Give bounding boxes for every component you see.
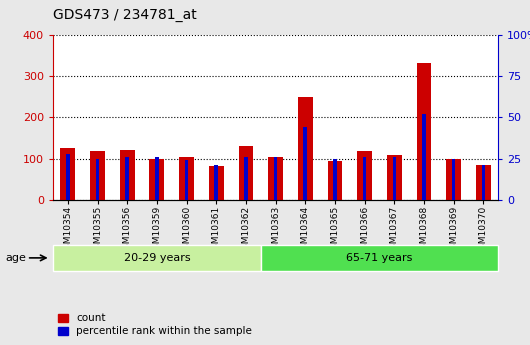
Bar — [155, 157, 158, 200]
Text: GDS473 / 234781_at: GDS473 / 234781_at — [53, 8, 197, 22]
Bar — [417, 63, 431, 200]
Bar — [446, 159, 461, 200]
Bar — [209, 166, 224, 200]
Bar — [215, 165, 218, 200]
Bar — [126, 157, 129, 200]
Bar — [363, 157, 366, 200]
FancyBboxPatch shape — [53, 245, 261, 271]
Bar — [244, 157, 248, 200]
Bar — [96, 159, 99, 200]
Bar — [179, 157, 194, 200]
FancyBboxPatch shape — [261, 245, 498, 271]
Bar — [60, 148, 75, 200]
Bar — [268, 157, 283, 200]
Legend: count, percentile rank within the sample: count, percentile rank within the sample — [58, 313, 252, 336]
Text: 65-71 years: 65-71 years — [346, 253, 413, 263]
Bar — [357, 151, 372, 200]
Bar — [304, 127, 307, 200]
Bar — [476, 165, 491, 200]
Bar — [149, 159, 164, 200]
Bar — [298, 97, 313, 200]
Bar — [387, 155, 402, 200]
Text: age: age — [5, 253, 26, 263]
Bar — [120, 150, 135, 200]
Bar — [328, 161, 342, 200]
Bar — [238, 146, 253, 200]
Bar — [452, 159, 455, 200]
Bar — [422, 114, 426, 200]
Bar — [185, 160, 188, 200]
Bar — [66, 154, 69, 200]
Bar — [90, 151, 105, 200]
Text: 20-29 years: 20-29 years — [123, 253, 190, 263]
Bar — [274, 157, 277, 200]
Bar — [482, 165, 485, 200]
Bar — [393, 157, 396, 200]
Bar — [333, 159, 337, 200]
